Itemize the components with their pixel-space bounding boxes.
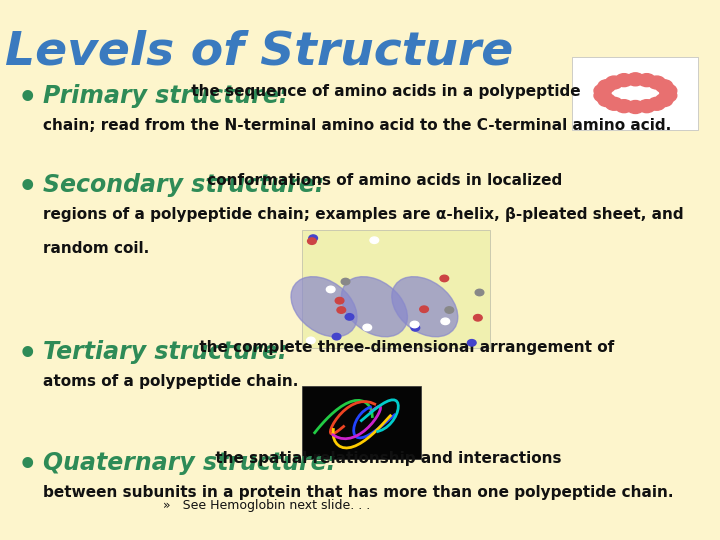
Circle shape (345, 314, 354, 320)
Circle shape (606, 76, 623, 89)
Circle shape (332, 333, 341, 340)
Circle shape (660, 84, 677, 97)
Text: Levels of Structure: Levels of Structure (5, 30, 513, 75)
Text: the spatial relationship and interactions: the spatial relationship and interaction… (210, 451, 562, 466)
Text: Tertiary structure:: Tertiary structure: (43, 340, 288, 364)
Circle shape (648, 97, 665, 110)
Text: Primary structure:: Primary structure: (43, 84, 289, 107)
Circle shape (638, 73, 655, 86)
Text: the complete three-dimensional arrangement of: the complete three-dimensional arrangeme… (194, 340, 615, 355)
Circle shape (441, 318, 449, 325)
Circle shape (594, 89, 611, 102)
Text: between subunits in a protein that has more than one polypeptide chain.: between subunits in a protein that has m… (43, 485, 674, 500)
Circle shape (616, 73, 633, 86)
Text: Secondary structure:: Secondary structure: (43, 173, 325, 197)
Circle shape (309, 235, 318, 241)
Circle shape (616, 100, 633, 113)
Circle shape (307, 238, 316, 245)
Text: random coil.: random coil. (43, 241, 150, 256)
Circle shape (420, 306, 428, 313)
Circle shape (445, 307, 454, 313)
Circle shape (337, 307, 346, 313)
Circle shape (370, 237, 379, 244)
Circle shape (655, 80, 672, 93)
FancyBboxPatch shape (302, 230, 490, 348)
Circle shape (307, 337, 315, 343)
Circle shape (411, 325, 420, 331)
Circle shape (475, 289, 484, 296)
Circle shape (655, 93, 672, 106)
Circle shape (598, 80, 616, 93)
Circle shape (336, 298, 344, 304)
Circle shape (627, 73, 644, 86)
Text: •: • (18, 84, 37, 113)
FancyBboxPatch shape (302, 386, 421, 459)
Circle shape (598, 93, 616, 106)
Circle shape (648, 76, 665, 89)
Circle shape (594, 84, 611, 97)
Circle shape (660, 89, 677, 102)
Circle shape (410, 321, 419, 328)
Circle shape (326, 286, 335, 293)
Text: •: • (18, 451, 37, 480)
Ellipse shape (392, 276, 458, 337)
Circle shape (627, 100, 644, 113)
FancyBboxPatch shape (572, 57, 698, 130)
Text: atoms of a polypeptide chain.: atoms of a polypeptide chain. (43, 374, 299, 389)
Text: regions of a polypeptide chain; examples are α-helix, β-pleated sheet, and: regions of a polypeptide chain; examples… (43, 207, 684, 222)
Ellipse shape (291, 276, 357, 337)
Text: conformations of amino acids in localized: conformations of amino acids in localize… (202, 173, 562, 188)
Text: •: • (18, 173, 37, 202)
Circle shape (467, 340, 476, 346)
Circle shape (638, 100, 655, 113)
Text: chain; read from the N-terminal amino acid to the C-terminal amino acid.: chain; read from the N-terminal amino ac… (43, 118, 672, 133)
Text: the sequence of amino acids in a polypeptide: the sequence of amino acids in a polypep… (186, 84, 581, 99)
Text: •: • (18, 340, 37, 369)
Circle shape (341, 278, 350, 285)
Circle shape (474, 314, 482, 321)
Text: »   See Hemoglobin next slide. . .: » See Hemoglobin next slide. . . (163, 500, 370, 512)
Ellipse shape (341, 276, 408, 337)
Text: Quaternary structure:: Quaternary structure: (43, 451, 336, 475)
Circle shape (606, 97, 623, 110)
Circle shape (363, 324, 372, 330)
Circle shape (440, 275, 449, 282)
